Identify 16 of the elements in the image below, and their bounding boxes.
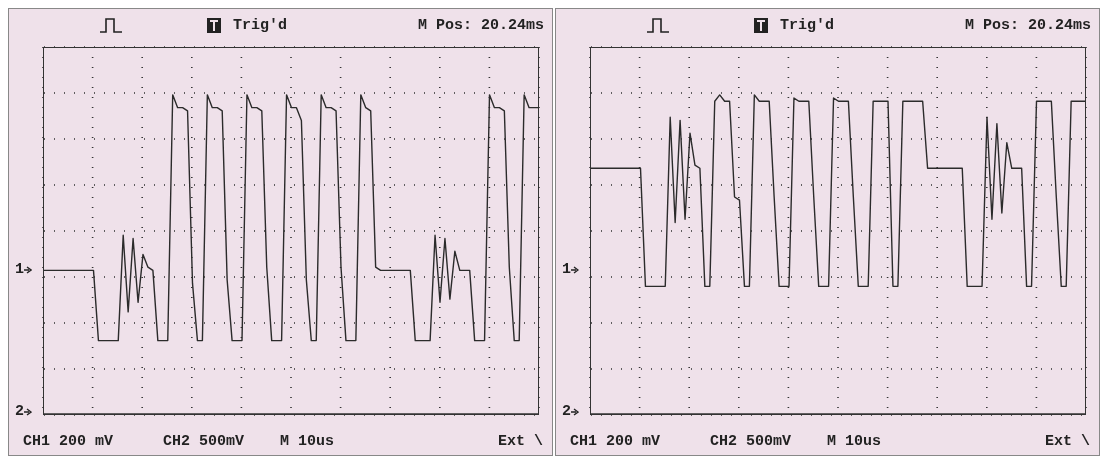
text: CH2 500mV (710, 433, 792, 450)
text: 1 (15, 261, 25, 279)
text: Ext \ (497, 433, 543, 450)
text: M 10us (280, 433, 335, 450)
text: Ext \ (1044, 433, 1090, 450)
text: 1 (562, 261, 572, 279)
text: Trig'd (780, 16, 835, 34)
text: M Pos: 20.24ms (964, 16, 1091, 34)
text: CH2 500mV (163, 433, 245, 450)
text: CH1 200 mV (23, 433, 114, 450)
text: CH1 200 mV (570, 433, 661, 450)
text: M Pos: 20.24ms (417, 16, 544, 34)
text: M 10us (827, 433, 882, 450)
text: 2 (562, 403, 572, 420)
text: Trig'd (233, 16, 288, 34)
text: 2 (15, 403, 25, 420)
